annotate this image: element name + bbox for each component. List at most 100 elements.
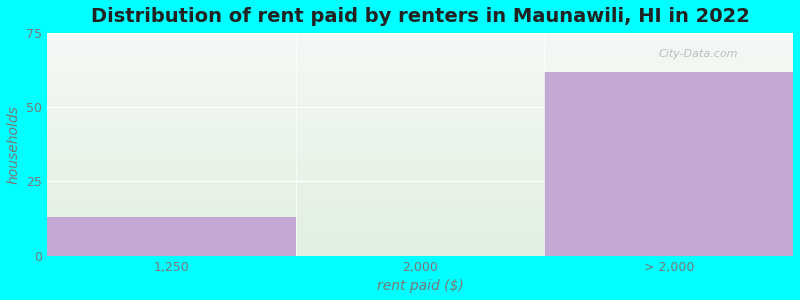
Bar <box>47 89 793 90</box>
Bar <box>47 147 793 148</box>
Bar <box>47 158 793 159</box>
Bar <box>47 92 793 93</box>
Bar <box>47 217 793 218</box>
Bar <box>47 47 793 49</box>
Bar <box>47 196 793 197</box>
Bar <box>47 52 793 53</box>
Bar <box>47 54 793 55</box>
Bar <box>47 172 793 173</box>
Bar <box>47 61 793 62</box>
Bar <box>47 148 793 149</box>
Bar <box>47 98 793 99</box>
Bar <box>47 100 793 101</box>
Bar <box>47 202 793 203</box>
Bar <box>47 194 793 196</box>
Bar <box>47 134 793 135</box>
Bar <box>47 151 793 152</box>
Bar <box>47 206 793 207</box>
Bar <box>47 240 793 241</box>
Bar <box>47 41 793 42</box>
Bar <box>47 71 793 72</box>
Bar <box>47 176 793 177</box>
Bar <box>47 112 793 113</box>
Bar <box>47 254 793 256</box>
Bar <box>47 182 793 183</box>
Bar <box>47 80 793 81</box>
Bar <box>47 81 793 82</box>
Bar <box>47 132 793 133</box>
Bar <box>47 161 793 162</box>
Bar <box>47 173 793 174</box>
Bar <box>47 70 793 71</box>
Bar <box>47 49 793 50</box>
Bar <box>47 103 793 104</box>
Bar <box>47 40 793 41</box>
Bar <box>47 251 793 252</box>
Bar <box>47 116 793 118</box>
Bar <box>47 139 793 140</box>
Bar <box>47 35 793 36</box>
Bar <box>47 94 793 95</box>
X-axis label: rent paid ($): rent paid ($) <box>377 279 463 293</box>
Bar <box>47 90 793 91</box>
Bar <box>47 138 793 139</box>
Bar <box>47 197 793 198</box>
Bar <box>47 184 793 185</box>
Y-axis label: households: households <box>7 105 21 184</box>
Bar <box>47 211 793 212</box>
Title: Distribution of rent paid by renters in Maunawili, HI in 2022: Distribution of rent paid by renters in … <box>90 7 750 26</box>
Bar <box>47 212 793 213</box>
Bar <box>47 82 793 83</box>
Bar <box>47 121 793 122</box>
Bar <box>47 124 793 125</box>
Bar <box>47 78 793 79</box>
Bar <box>47 84 793 86</box>
Bar <box>47 155 793 157</box>
Bar <box>47 222 793 224</box>
Bar <box>47 122 793 123</box>
Bar <box>47 50 793 51</box>
Bar <box>47 127 793 128</box>
Bar <box>47 170 793 171</box>
Bar <box>47 53 793 54</box>
Bar <box>47 111 793 112</box>
Bar <box>47 44 793 45</box>
Bar <box>47 38 793 39</box>
Bar <box>47 252 793 253</box>
Bar <box>47 247 793 248</box>
Bar <box>47 128 793 129</box>
Bar <box>47 203 793 204</box>
Bar <box>47 64 793 65</box>
Bar <box>47 149 793 150</box>
Bar <box>47 209 793 210</box>
Bar <box>47 118 793 119</box>
Bar <box>47 220 793 221</box>
Bar <box>47 189 793 190</box>
Bar <box>47 55 793 56</box>
Bar <box>47 33 793 34</box>
Bar <box>47 113 793 114</box>
Bar <box>47 123 793 124</box>
Bar <box>47 39 793 40</box>
Bar <box>47 159 793 160</box>
Bar <box>47 86 793 88</box>
Bar <box>47 233 793 235</box>
Bar <box>47 246 793 247</box>
Bar <box>47 167 793 168</box>
Bar <box>47 185 793 187</box>
Bar <box>47 164 793 166</box>
Bar <box>47 169 793 170</box>
Bar <box>47 130 793 131</box>
Bar <box>47 242 793 243</box>
Bar <box>47 227 793 228</box>
Bar <box>47 146 793 147</box>
Bar <box>47 187 793 188</box>
Bar <box>47 174 793 175</box>
Bar <box>47 238 793 239</box>
Bar <box>47 131 793 132</box>
Bar <box>47 230 793 231</box>
Bar <box>47 114 793 116</box>
Bar <box>47 192 793 193</box>
Bar <box>47 218 793 219</box>
Bar <box>47 60 793 61</box>
